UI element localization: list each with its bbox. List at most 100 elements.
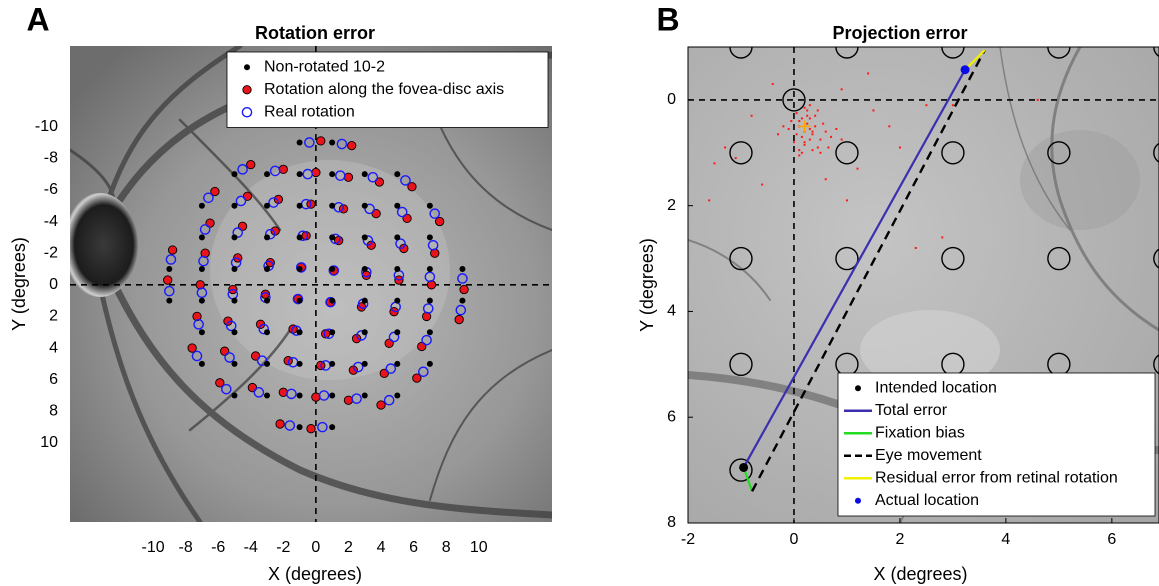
fixation-sample [867,72,870,75]
point [361,234,368,241]
point [329,171,336,178]
point [329,392,336,399]
point [292,293,304,305]
point [224,352,235,363]
y-tick-label: 2 [667,197,676,214]
point [198,255,209,267]
point [361,171,368,178]
fixation-sample [734,157,737,160]
fixation-sample [803,141,806,144]
stimulus-location [729,141,753,165]
point [407,182,417,192]
stimulus-location [729,352,753,377]
fixation-sample [787,127,790,130]
point [361,329,368,336]
point [351,393,362,404]
fixation-sample [856,167,859,170]
point [367,171,379,183]
point [215,378,225,388]
fixation-sample [806,114,809,117]
fixation-sample [800,151,803,154]
x-tick-label: -8 [178,539,192,556]
point [343,172,354,182]
point [311,167,321,178]
stimulus-location [729,458,753,482]
panel-a-marks [70,46,552,522]
legend-label: Non-rotated 10-2 [264,58,385,75]
y-tick-label: -4 [44,213,58,230]
stimulus-location [1047,47,1071,59]
legend-label: Actual location [875,492,979,509]
stimulus-location [941,47,965,59]
fixation-sample [771,83,774,86]
fixation-sample [941,236,944,239]
fixation-sample [790,120,793,123]
fixation-sample [808,117,811,120]
point [427,239,439,251]
point [264,360,271,367]
point [246,159,256,170]
plot-frame [687,46,1159,524]
point [304,137,315,148]
stimulus-location [729,246,753,271]
fixation-sample [800,117,803,120]
error-line [751,49,986,492]
fixation-sample [830,135,833,138]
fixation-sample [925,104,928,107]
point [329,360,336,367]
fixation-sample [777,133,780,136]
point [264,234,271,241]
point [394,265,401,272]
legend-box [837,372,1156,517]
fixation-sample [798,120,801,123]
point [336,138,348,150]
x-tick-label: -6 [211,539,225,556]
stimulus-location [835,246,859,271]
x-tick-label: -2 [276,539,290,556]
point [264,202,271,209]
y-tick-label: 8 [49,403,58,420]
x-axis-label: X (degrees) [873,564,967,584]
point [418,366,429,378]
panel-label: B [656,1,679,37]
point [335,170,346,181]
legend-marker [244,64,250,71]
point [256,355,268,366]
fixation-sample [792,141,795,144]
point [329,265,336,272]
fixation-sample [713,162,716,165]
legend-label: Total error [875,402,948,419]
x-tick-label: 2 [895,531,904,548]
point [296,202,303,209]
error-line [742,69,967,469]
point [454,314,464,325]
point [412,373,422,383]
point [394,297,401,304]
legend-label: Rotation along the fovea-disc axis [264,81,504,98]
point [264,297,271,304]
point [394,392,401,399]
fixation-sample [824,178,827,181]
fixation-sample [708,199,711,202]
point [394,329,401,336]
point [264,265,271,272]
x-tick-label: 0 [311,539,320,556]
y-tick-label: 0 [49,276,58,293]
x-tick-label: 6 [1107,531,1116,548]
legend-marker [241,106,253,118]
fixation-sample [840,88,843,91]
fixation-sample [814,125,817,128]
stimulus-location [941,246,965,271]
stimulus-location [941,141,965,165]
point [167,245,178,255]
fixation-sample [816,146,819,149]
stimulus-location [1153,142,1159,163]
point [275,419,285,429]
y-tick-label: 4 [667,303,676,320]
point [455,304,467,316]
fixation-sample [914,246,917,249]
point [268,197,279,208]
x-tick-label: 8 [442,539,451,556]
stimulus-location [1153,354,1159,375]
legend-box [226,51,549,128]
